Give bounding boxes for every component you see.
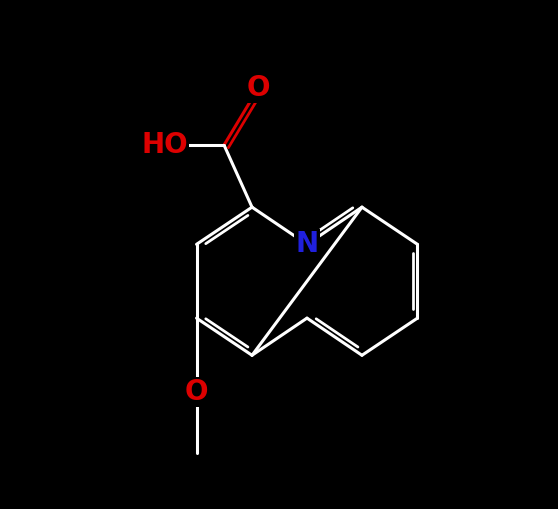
Text: N: N (295, 230, 319, 259)
Text: O: O (247, 73, 271, 102)
Text: O: O (185, 378, 208, 406)
Text: HO: HO (141, 131, 188, 159)
